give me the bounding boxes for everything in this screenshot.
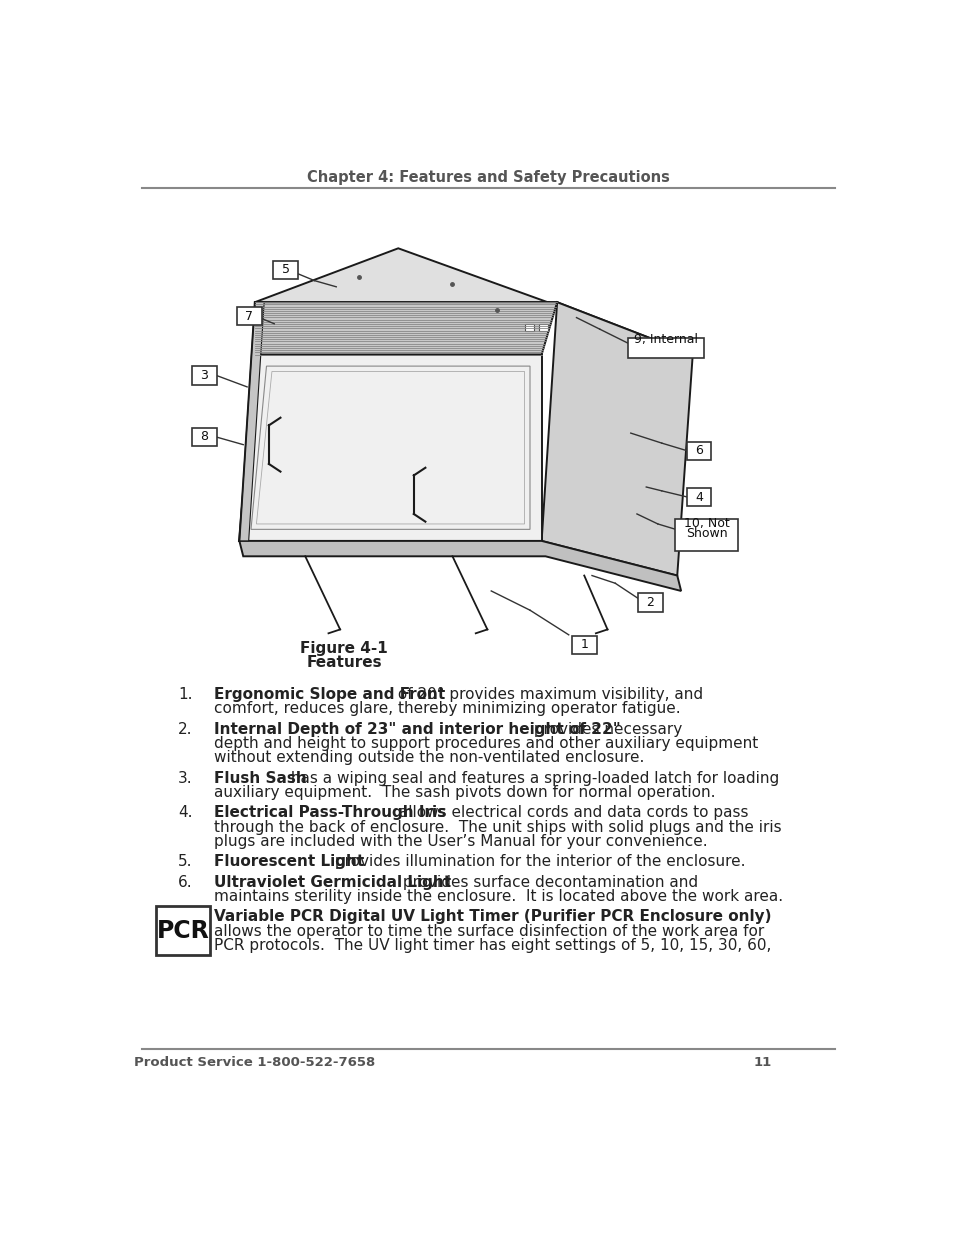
Polygon shape [239, 303, 264, 541]
Text: 1: 1 [579, 638, 588, 651]
Text: Chapter 4: Features and Safety Precautions: Chapter 4: Features and Safety Precautio… [307, 170, 670, 185]
Text: 4.: 4. [178, 805, 193, 820]
Text: Product Service 1-800-522-7658: Product Service 1-800-522-7658 [134, 1056, 375, 1070]
Text: Ultraviolet Germicidal Light: Ultraviolet Germicidal Light [213, 874, 451, 889]
Text: provides surface decontamination and: provides surface decontamination and [397, 874, 697, 889]
Text: 2: 2 [645, 597, 654, 609]
Bar [524, 324, 534, 331]
Text: Flush Sash: Flush Sash [213, 771, 306, 785]
Bar [537, 324, 547, 331]
Text: allows the operator to time the surface disinfection of the work area for: allows the operator to time the surface … [213, 924, 763, 939]
Text: has a wiping seal and features a spring-loaded latch for loading: has a wiping seal and features a spring-… [285, 771, 778, 785]
Text: comfort, reduces glare, thereby minimizing operator fatigue.: comfort, reduces glare, thereby minimizi… [213, 701, 679, 716]
FancyBboxPatch shape [674, 519, 738, 551]
Text: Internal Depth of 23" and interior height of 22": Internal Depth of 23" and interior heigh… [213, 721, 619, 737]
Text: 3: 3 [200, 369, 208, 382]
Text: 1.: 1. [178, 687, 193, 703]
Text: through the back of enclosure.  The unit ships with solid plugs and the iris: through the back of enclosure. The unit … [213, 820, 781, 835]
FancyBboxPatch shape [236, 306, 261, 325]
Text: 6.: 6. [178, 874, 193, 889]
Text: 9, Internal: 9, Internal [633, 332, 697, 346]
FancyBboxPatch shape [686, 488, 711, 506]
Text: PCR: PCR [156, 919, 210, 942]
Text: 7.: 7. [178, 909, 193, 924]
Text: Variable PCR Digital UV Light Timer (Purifier PCR Enclosure only): Variable PCR Digital UV Light Timer (Pur… [213, 909, 770, 924]
Text: 3.: 3. [178, 771, 193, 785]
Text: allows electrical cords and data cords to pass: allows electrical cords and data cords t… [394, 805, 747, 820]
Text: Shown: Shown [685, 526, 727, 540]
Polygon shape [254, 303, 557, 354]
Text: Fluorescent Light: Fluorescent Light [213, 855, 364, 869]
FancyBboxPatch shape [156, 906, 210, 955]
Text: 11: 11 [753, 1056, 771, 1070]
Text: 10, Not: 10, Not [683, 516, 729, 530]
Text: 7: 7 [245, 310, 253, 322]
Text: of 20° provides maximum visibility, and: of 20° provides maximum visibility, and [393, 687, 702, 703]
Text: maintains sterility inside the enclosure.  It is located above the work area.: maintains sterility inside the enclosure… [213, 889, 782, 904]
FancyBboxPatch shape [628, 338, 703, 358]
Text: auxiliary equipment.  The sash pivots down for normal operation.: auxiliary equipment. The sash pivots dow… [213, 785, 715, 800]
Text: plugs are included with the User’s Manual for your convenience.: plugs are included with the User’s Manua… [213, 834, 707, 848]
Polygon shape [239, 541, 680, 592]
Text: 5.: 5. [178, 855, 193, 869]
Text: Electrical Pass-Through Iris: Electrical Pass-Through Iris [213, 805, 445, 820]
FancyBboxPatch shape [686, 442, 711, 461]
FancyBboxPatch shape [571, 636, 596, 655]
Text: Figure 4-1: Figure 4-1 [300, 641, 388, 656]
Polygon shape [239, 354, 541, 541]
Text: 6: 6 [695, 445, 702, 457]
Text: Features: Features [306, 655, 381, 671]
Polygon shape [541, 303, 692, 576]
FancyBboxPatch shape [274, 261, 298, 279]
Text: provides necessary: provides necessary [529, 721, 681, 737]
Text: provides illumination for the interior of the enclosure.: provides illumination for the interior o… [330, 855, 745, 869]
Text: 2.: 2. [178, 721, 193, 737]
Text: 8: 8 [200, 431, 209, 443]
Text: 5: 5 [281, 263, 290, 277]
Text: PCR protocols.  The UV light timer has eight settings of 5, 10, 15, 30, 60,: PCR protocols. The UV light timer has ei… [213, 937, 770, 953]
Polygon shape [254, 248, 692, 354]
Text: 4: 4 [695, 490, 702, 504]
FancyBboxPatch shape [637, 593, 661, 611]
FancyBboxPatch shape [192, 427, 216, 446]
Text: Ergonomic Slope and Front: Ergonomic Slope and Front [213, 687, 445, 703]
FancyBboxPatch shape [192, 366, 216, 384]
Text: depth and height to support procedures and other auxiliary equipment: depth and height to support procedures a… [213, 736, 758, 751]
Text: without extending outside the non-ventilated enclosure.: without extending outside the non-ventil… [213, 751, 643, 766]
